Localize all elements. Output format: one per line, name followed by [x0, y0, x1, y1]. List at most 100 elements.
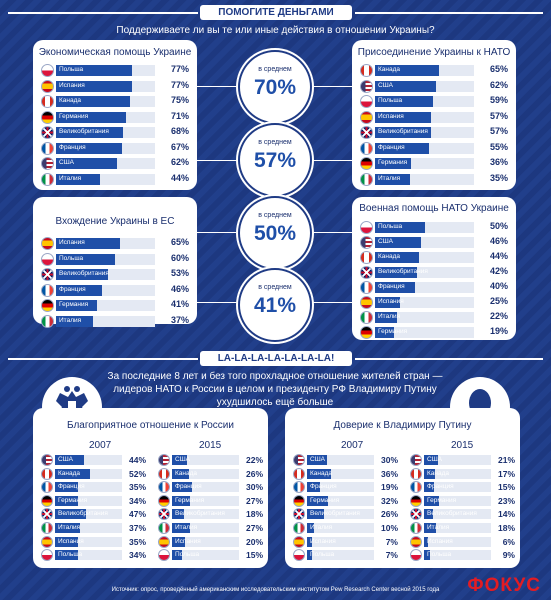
country-name: Польша	[58, 551, 83, 559]
percent-value: 62%	[489, 79, 508, 90]
country-name: Испания	[427, 537, 453, 545]
bar-fill	[56, 80, 133, 92]
section-rule-left	[8, 358, 198, 360]
year-2015: 2015	[199, 440, 222, 451]
bar-track: Канада	[55, 468, 122, 479]
country-name: Великобритания	[310, 510, 360, 518]
country-name: Великобритания	[378, 128, 428, 135]
connector	[305, 86, 352, 87]
country-row: Канада 65%	[360, 62, 508, 77]
country-row: Великобритания 53%	[41, 266, 189, 281]
flag-pl-icon	[293, 549, 305, 562]
bar-track: США	[55, 455, 122, 465]
bar-fill	[172, 509, 185, 520]
country-row: Канада 52%	[41, 467, 146, 481]
flag-ca-icon	[41, 467, 53, 480]
percent-value: 22%	[489, 311, 508, 321]
country-name: Франция	[427, 483, 454, 491]
bar-fill	[56, 111, 127, 123]
bar-track: Германия	[55, 495, 122, 506]
bar-track: Польша	[56, 65, 155, 76]
bar-track: Испания	[55, 536, 122, 547]
bar-track: Испания	[56, 80, 155, 92]
year-2007: 2007	[341, 440, 364, 451]
panel-economic-aid: Экономическая помощь Украине Польша 77% Ис…	[33, 40, 197, 190]
country-name: Испания	[58, 537, 84, 545]
flag-pl-icon	[41, 549, 53, 562]
bar-fill	[172, 495, 191, 506]
average-label: в среднем	[258, 284, 292, 291]
bar-track: Италия	[56, 173, 155, 185]
bar-fill	[172, 455, 187, 465]
country-row: Великобритания 26%	[293, 508, 398, 521]
average-label: в среднем	[258, 66, 292, 73]
flag-us-icon	[158, 454, 170, 466]
flag-it-icon	[158, 522, 170, 534]
flag-ca-icon	[360, 64, 373, 77]
bar-fill	[307, 536, 312, 547]
percent-value: 15%	[245, 550, 263, 561]
percent-value: 50%	[489, 221, 508, 231]
country-row: США 30%	[293, 454, 398, 467]
country-name: Италия	[427, 524, 450, 531]
percent-value: 35%	[128, 482, 146, 493]
country-row: Польша 77%	[41, 62, 189, 77]
flag-de-icon	[293, 494, 305, 507]
percent-value: 57%	[489, 110, 508, 121]
country-name: Испания	[59, 239, 85, 246]
percent-value: 36%	[489, 157, 508, 167]
bar-fill	[375, 65, 440, 76]
percent-value: 67%	[170, 141, 189, 152]
percent-value: 14%	[497, 509, 515, 520]
flag-ca-icon	[410, 467, 422, 480]
country-name: Испания	[378, 298, 404, 305]
country-name: США	[378, 238, 393, 245]
country-row: Франция 46%	[41, 282, 189, 297]
flag-it-icon	[360, 172, 373, 186]
country-name: Франция	[59, 285, 86, 293]
bar-track: Польша	[375, 96, 474, 107]
country-name: Польша	[378, 223, 403, 230]
country-row: США 21%	[410, 454, 515, 467]
percent-value: 20%	[245, 536, 263, 547]
country-name: Франция	[175, 483, 202, 491]
flag-fr-icon	[41, 481, 53, 494]
bar-fill	[56, 269, 109, 280]
percent-value: 65%	[489, 64, 508, 74]
bar-fill	[424, 482, 435, 493]
connector	[305, 232, 352, 233]
country-name: США	[310, 456, 325, 463]
bar-fill	[56, 158, 118, 169]
bar-track: Польша	[56, 253, 155, 265]
country-row: США 44%	[41, 454, 146, 467]
bar-track: Франция	[307, 482, 374, 493]
flag-es-icon	[158, 535, 170, 548]
percent-value: 75%	[170, 95, 189, 105]
bar-fill	[375, 282, 415, 293]
country-row: Польша 60%	[41, 251, 189, 266]
country-name: Великобритания	[58, 510, 108, 518]
bar-track: Германия	[56, 111, 155, 123]
bar-track: США	[307, 455, 374, 465]
country-row: Испания 7%	[293, 535, 398, 549]
bar-fill	[307, 509, 325, 520]
country-row: США 62%	[360, 78, 508, 93]
bar-fill	[56, 65, 133, 76]
flag-fr-icon	[360, 141, 373, 155]
country-row: Франция 40%	[360, 279, 508, 294]
country-row: Испания 25%	[360, 294, 508, 309]
flag-us-icon	[360, 79, 373, 93]
average-circle: в среднем 41%	[240, 270, 310, 340]
bar-fill	[55, 468, 90, 479]
country-name: Франция	[58, 483, 85, 491]
bar-track: Канада	[172, 468, 239, 479]
country-name: Франция	[59, 143, 86, 151]
year-2007: 2007	[89, 440, 112, 451]
bar-fill	[55, 509, 87, 520]
country-row: Италия 22%	[360, 309, 508, 324]
country-name: Германия	[59, 301, 89, 308]
percent-value: 27%	[245, 495, 263, 506]
bar-fill	[424, 550, 431, 561]
flag-es-icon	[410, 535, 422, 548]
connector	[197, 160, 245, 161]
